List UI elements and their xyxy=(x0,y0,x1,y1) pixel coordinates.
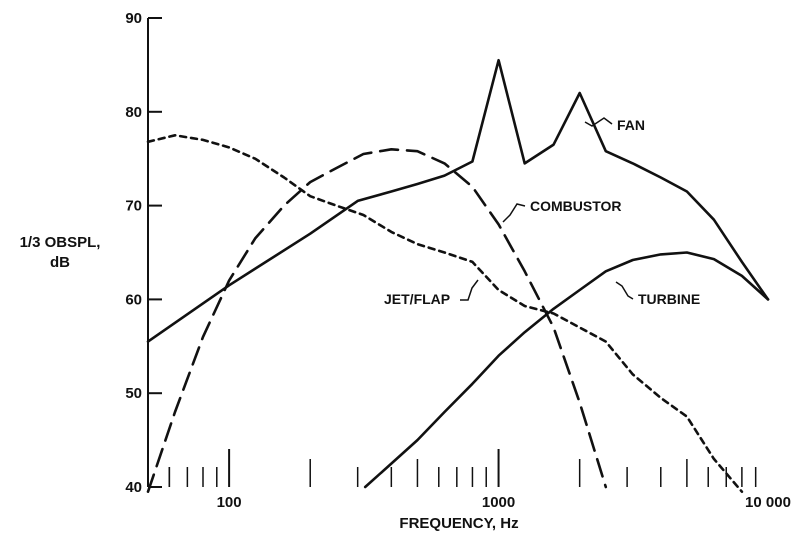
leader-line-jet-flap xyxy=(460,279,479,301)
series-line-combustor xyxy=(146,148,608,493)
series-label-fan: FAN xyxy=(617,117,645,133)
y-tick-label: 70 xyxy=(125,198,142,215)
x-tick-label: 10 000 xyxy=(745,494,791,511)
leader-line-fan xyxy=(584,117,613,127)
y-tick-label: 50 xyxy=(125,385,142,402)
x-axis-title: FREQUENCY, Hz xyxy=(399,515,518,532)
series-label-turbine: TURBINE xyxy=(638,291,700,307)
series-label-combustor: COMBUSTOR xyxy=(530,198,622,214)
y-axis-title-line2: dB xyxy=(50,254,70,271)
x-tick-label: 100 xyxy=(217,494,242,511)
axes: 40 50 60 70 80 90 100 1000 10 000 xyxy=(125,10,791,511)
leader-line-combustor xyxy=(502,203,526,223)
series-label-jet-flap: JET/FLAP xyxy=(384,291,450,307)
y-tick-label: 60 xyxy=(125,291,142,308)
series-layer xyxy=(146,58,770,493)
labels-layer: FAN COMBUSTOR JET/FLAP TURBINE xyxy=(384,117,700,307)
y-axis-title-line1: 1/3 OBSPL, xyxy=(20,234,101,251)
series-line-jet-flap xyxy=(146,134,744,493)
y-tick-label: 90 xyxy=(125,10,142,27)
series-line-turbine xyxy=(363,251,770,489)
y-tick-label: 40 xyxy=(125,479,142,496)
series-line-fan xyxy=(146,58,770,343)
y-tick-label: 80 xyxy=(125,104,142,121)
leader-line-turbine xyxy=(615,281,634,300)
x-tick-label: 1000 xyxy=(482,494,515,511)
